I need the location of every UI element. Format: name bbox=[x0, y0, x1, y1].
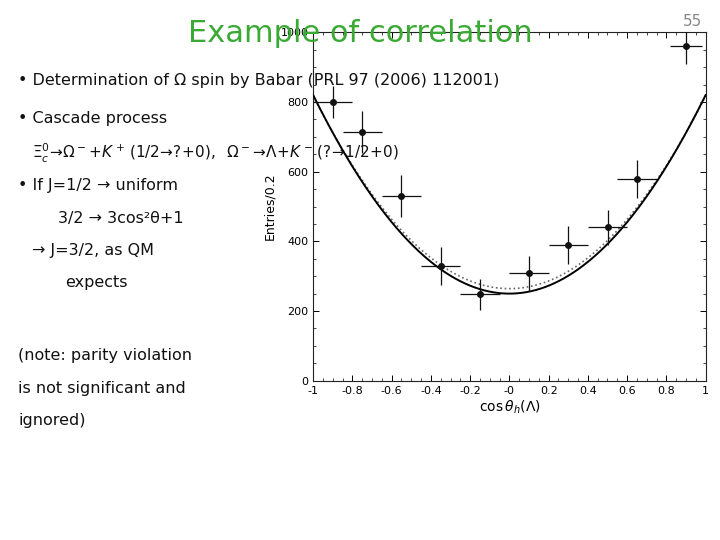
Text: • Determination of Ω spin by Babar (PRL 97 (2006) 112001): • Determination of Ω spin by Babar (PRL … bbox=[18, 73, 500, 88]
Text: ignored): ignored) bbox=[18, 413, 86, 428]
Text: $\Xi_c^0 \!\rightarrow\! \Omega^- \!+\! K^+ \,(1/2 \!\rightarrow\! ? \!+\! 0),$$: $\Xi_c^0 \!\rightarrow\! \Omega^- \!+\! … bbox=[32, 141, 400, 165]
Text: 3/2 → 3cos²θ+1: 3/2 → 3cos²θ+1 bbox=[58, 211, 183, 226]
Text: → J=3/2, as QM: → J=3/2, as QM bbox=[32, 243, 154, 258]
Text: 55: 55 bbox=[683, 14, 702, 29]
Text: Example of correlation: Example of correlation bbox=[188, 19, 532, 48]
Y-axis label: Entries/0.2: Entries/0.2 bbox=[264, 173, 276, 240]
Text: is not significant and: is not significant and bbox=[18, 381, 186, 396]
Text: (note: parity violation: (note: parity violation bbox=[18, 348, 192, 363]
Text: expects: expects bbox=[65, 275, 127, 291]
Text: • Cascade process: • Cascade process bbox=[18, 111, 167, 126]
X-axis label: $\cos\theta_h(\Lambda)$: $\cos\theta_h(\Lambda)$ bbox=[479, 399, 540, 416]
Text: • If J=1/2 → uniform: • If J=1/2 → uniform bbox=[18, 178, 178, 193]
